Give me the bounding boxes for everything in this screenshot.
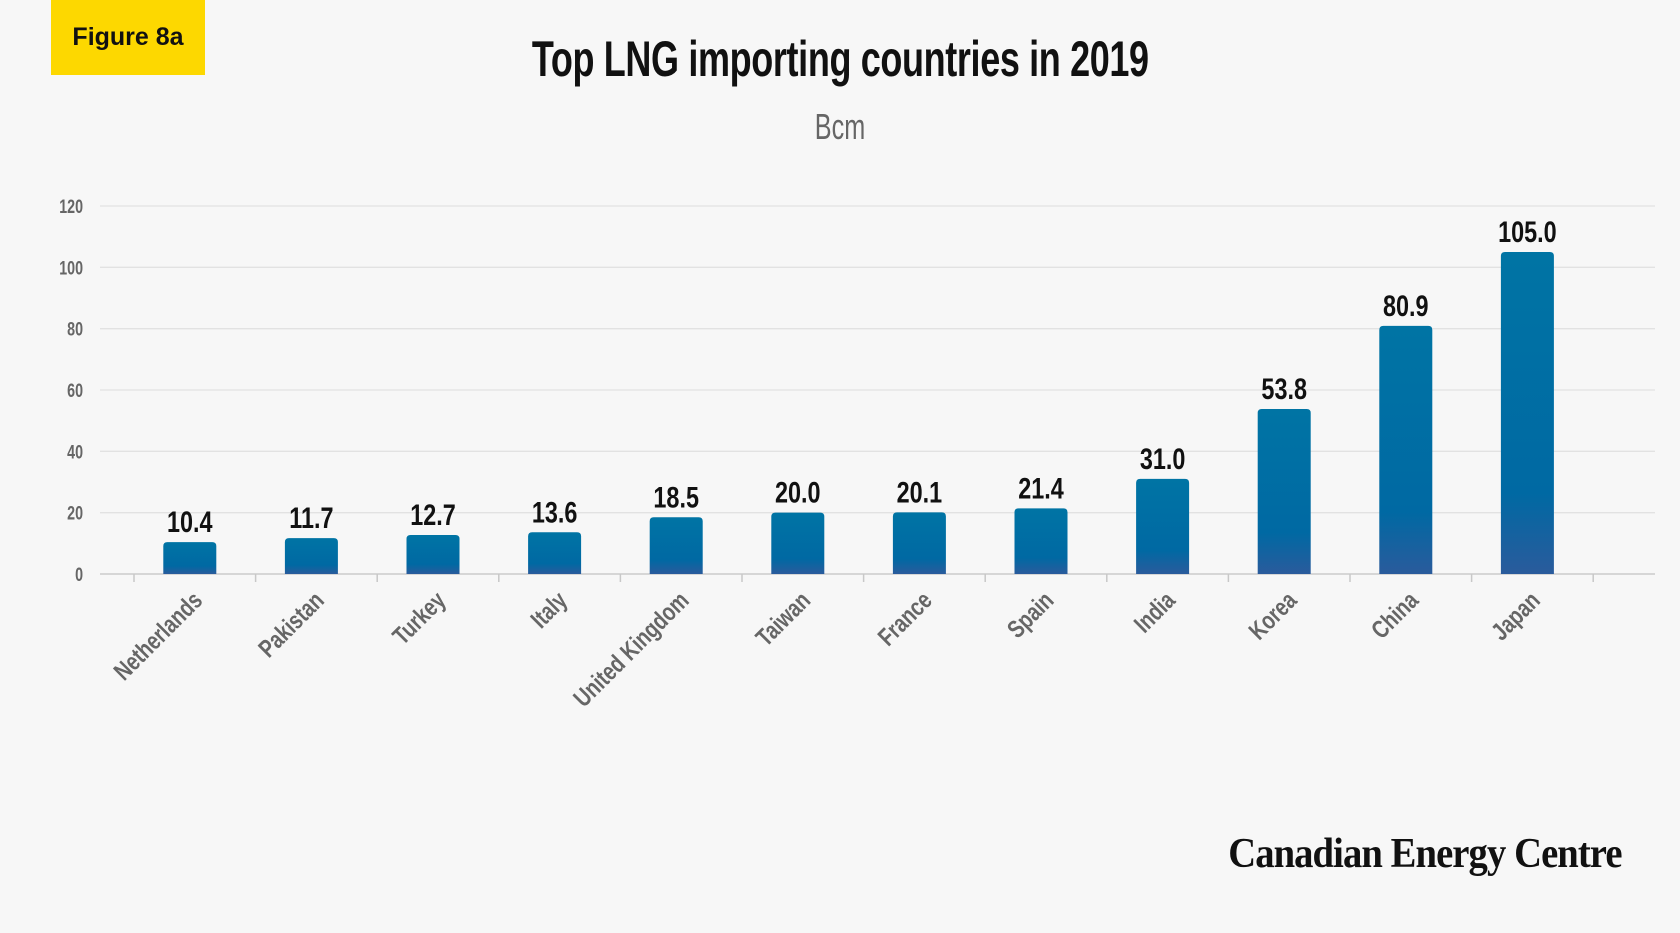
y-tick-label: 60 (67, 380, 83, 401)
x-tick-label: France (872, 586, 937, 651)
data-label: 18.5 (653, 481, 699, 514)
figure-badge: Figure 8a (51, 0, 205, 75)
bar-united-kingdom (649, 517, 703, 574)
bar-korea (1257, 409, 1311, 574)
bar-india (1136, 478, 1190, 574)
data-label: 20.0 (775, 476, 821, 509)
bar-spain (1014, 508, 1068, 574)
canadian-energy-centre-logo: Canadian Energy Centre (1176, 830, 1623, 878)
data-label: 13.6 (532, 496, 578, 529)
y-tick-label: 0 (75, 564, 83, 585)
data-label: 11.7 (289, 501, 333, 534)
chart-subtitle-wrap: Bcm (0, 106, 1680, 148)
bar-japan (1500, 252, 1554, 574)
x-tick-label: Spain (1002, 586, 1059, 643)
x-tick-label: Korea (1243, 586, 1302, 645)
x-tick-label: Pakistan (253, 586, 329, 662)
bar-pakistan (284, 538, 338, 574)
chart-subtitle: Bcm (814, 106, 866, 147)
y-tick-label: 100 (59, 257, 83, 278)
x-tick-label: Italy (525, 586, 573, 634)
data-label: 105.0 (1498, 215, 1557, 248)
x-tick-label: India (1129, 586, 1181, 638)
data-label: 12.7 (410, 498, 456, 531)
bar-italy (528, 532, 582, 574)
logo-text: Canadian Energy Centre (1228, 831, 1623, 877)
bar-netherlands (163, 542, 217, 574)
y-tick-label: 40 (67, 441, 83, 462)
bar-taiwan (771, 512, 825, 574)
bar-china (1379, 325, 1433, 574)
x-tick-label: Japan (1486, 586, 1546, 646)
figure-badge-label: Figure 8a (72, 23, 184, 51)
x-tick-label: China (1366, 586, 1424, 644)
x-tick-label: Taiwan (750, 586, 815, 651)
data-label: 53.8 (1261, 372, 1307, 405)
data-label: 21.4 (1018, 472, 1064, 505)
x-tick-label: Netherlands (108, 586, 207, 685)
data-label: 20.1 (897, 476, 943, 509)
y-tick-label: 20 (67, 503, 83, 524)
y-tick-label: 80 (67, 319, 83, 340)
x-tick-label: United Kingdom (568, 586, 694, 712)
bar-turkey (406, 535, 460, 574)
x-tick-label: Turkey (387, 586, 451, 650)
data-label: 10.4 (167, 505, 213, 538)
data-label: 80.9 (1383, 289, 1429, 322)
bar-france (892, 512, 946, 574)
chart-title: Top LNG importing countries in 2019 (531, 31, 1149, 87)
y-tick-label: 120 (59, 196, 83, 217)
chart-title-wrap: Top LNG importing countries in 2019 (0, 30, 1680, 88)
data-label: 31.0 (1140, 442, 1186, 475)
